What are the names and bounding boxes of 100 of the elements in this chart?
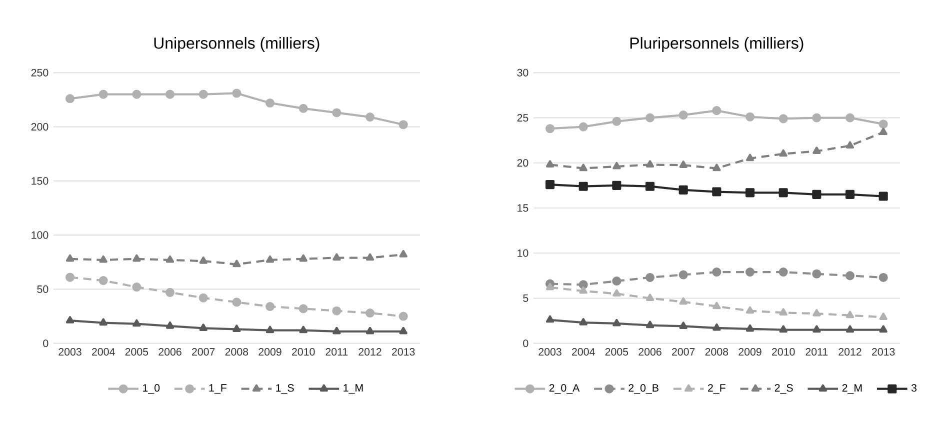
y-tick-label: 10 — [518, 249, 528, 257]
point — [332, 108, 342, 118]
point — [645, 113, 655, 122]
point — [332, 253, 341, 261]
point — [165, 288, 175, 297]
point — [398, 120, 408, 130]
point — [132, 282, 142, 292]
point — [332, 306, 342, 316]
x-tick-label: 2007 — [672, 348, 695, 356]
point — [878, 192, 888, 201]
point — [812, 190, 822, 200]
point — [232, 260, 241, 268]
point — [612, 180, 622, 190]
x-tick-label: 2012 — [838, 348, 862, 356]
point — [712, 302, 721, 310]
point — [265, 98, 275, 108]
point — [132, 319, 141, 327]
y-tick-label: 15 — [518, 204, 528, 212]
point — [779, 325, 788, 333]
x-tick-label: 2004 — [92, 348, 115, 356]
point — [399, 326, 408, 334]
x-tick-label: 2003 — [58, 348, 82, 356]
x-tick-label: 2005 — [125, 348, 148, 356]
point — [879, 128, 888, 136]
point — [712, 268, 722, 277]
point — [399, 250, 408, 258]
point — [166, 255, 174, 263]
point — [579, 318, 588, 326]
point — [546, 160, 554, 168]
point — [678, 270, 688, 280]
x-tick-label: 2012 — [358, 348, 382, 356]
point — [679, 297, 688, 305]
point — [779, 308, 788, 316]
point — [812, 269, 822, 278]
point — [578, 122, 588, 132]
x-tick-label: 2009 — [738, 348, 762, 356]
point — [746, 324, 754, 332]
point — [778, 188, 788, 198]
point — [545, 124, 555, 134]
point — [132, 254, 141, 262]
point — [645, 272, 655, 282]
point — [266, 255, 274, 263]
legend-label: 2_0_A — [549, 384, 580, 394]
point — [265, 302, 275, 312]
x-tick-label: 2003 — [538, 348, 562, 356]
point — [879, 312, 888, 320]
point — [66, 254, 74, 262]
point — [745, 188, 755, 198]
y-tick-label: 150 — [32, 177, 48, 185]
point — [65, 94, 75, 104]
y-tick-label: 20 — [517, 159, 528, 167]
legend-label: 2_M — [842, 384, 862, 394]
point — [812, 113, 822, 122]
point — [365, 308, 375, 318]
point — [646, 160, 654, 168]
point — [612, 162, 621, 170]
point — [646, 320, 654, 328]
legend-label: 1_S — [276, 384, 294, 394]
x-tick-label: 2008 — [225, 348, 248, 356]
point — [778, 268, 788, 277]
point — [199, 256, 208, 264]
point — [65, 272, 75, 282]
point — [299, 326, 308, 334]
y-tick-label: 0 — [523, 340, 528, 348]
point — [132, 90, 142, 99]
point — [845, 113, 855, 122]
point — [878, 120, 888, 129]
point — [845, 271, 855, 280]
legend-label: 2_0_B — [628, 384, 658, 394]
point — [398, 312, 408, 321]
point — [545, 180, 555, 190]
point — [99, 255, 108, 263]
point — [332, 326, 341, 334]
x-tick-label: 2011 — [806, 348, 828, 356]
point — [612, 276, 622, 286]
legend-label: 3 — [911, 384, 917, 392]
point — [679, 160, 688, 168]
legend-label: 2_F — [708, 384, 726, 394]
point — [578, 182, 588, 191]
x-tick-label: 2006 — [638, 348, 662, 356]
point — [578, 280, 588, 290]
legend-label: 1_F — [209, 384, 226, 394]
point — [612, 116, 622, 126]
point — [745, 112, 755, 122]
point — [846, 141, 854, 149]
x-tick-label: 2005 — [605, 348, 628, 356]
point — [166, 321, 174, 329]
point — [678, 110, 688, 120]
point — [66, 316, 74, 324]
point — [232, 88, 242, 98]
point — [165, 90, 175, 99]
point — [365, 112, 375, 122]
y-tick-label: 25 — [517, 114, 528, 122]
point — [678, 185, 688, 194]
x-tick-label: 2006 — [158, 348, 182, 356]
point — [679, 322, 688, 329]
legend-label: 1_M — [344, 384, 363, 394]
point — [746, 306, 754, 314]
point — [846, 325, 854, 333]
point — [298, 304, 308, 314]
